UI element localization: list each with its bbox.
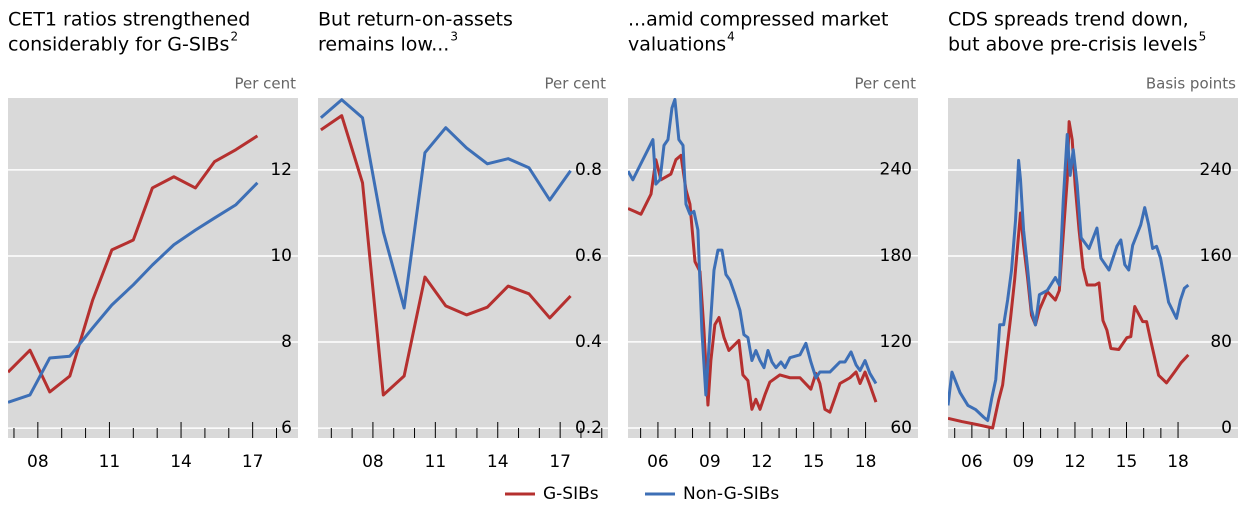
panel: CDS spreads trend down, but above pre-cri… [948, 9, 1238, 472]
footnote-marker: 4 [727, 30, 735, 44]
x-tick-label: 08 [362, 452, 384, 472]
y-tick-label: 0 [1221, 418, 1232, 438]
series-line [948, 120, 1190, 430]
y-tick-label: 80 [1210, 332, 1232, 352]
x-tick-label: 17 [242, 452, 264, 472]
y-tick-label: 180 [880, 246, 912, 266]
series-line [948, 133, 1190, 422]
y-tick-label: 0.4 [575, 332, 602, 352]
legend-label: G-SIBs [543, 484, 599, 504]
panel: ...amid compressed market valuations 4 Per … [628, 9, 918, 472]
panel-title: remains low... [318, 34, 449, 56]
footnote-marker: 2 [230, 30, 238, 44]
panel-title: considerably for G-SIBs [8, 34, 229, 56]
x-tick-label: 12 [1064, 452, 1086, 472]
y-tick-label: 240 [880, 160, 912, 180]
panel: CET1 ratios strengthened considerably for… [8, 9, 298, 472]
series-line [628, 153, 878, 414]
footnote-marker: 5 [1199, 30, 1207, 44]
x-tick-label: 17 [549, 452, 571, 472]
y-tick-label: 6 [281, 418, 292, 438]
panel-title: valuations [628, 34, 726, 56]
panel: But return-on-assets remains low... 3 Per c… [318, 9, 608, 472]
plot-area [948, 98, 1238, 438]
x-tick-label: 11 [99, 452, 121, 472]
x-tick-label: 15 [803, 452, 825, 472]
y-tick-label: 240 [1200, 160, 1232, 180]
y-tick-label: 0.8 [575, 160, 602, 180]
x-tick-label: 09 [699, 452, 721, 472]
y-unit: Per cent [544, 75, 606, 93]
panel-title: CET1 ratios strengthened [8, 9, 250, 31]
panel-title: But return-on-assets [318, 9, 513, 31]
x-tick-label: 14 [487, 452, 509, 472]
y-unit: Basis points [1146, 75, 1236, 93]
x-tick-label: 15 [1116, 452, 1138, 472]
series-line [320, 114, 572, 397]
y-tick-label: 8 [281, 332, 292, 352]
x-tick-label: 14 [170, 452, 192, 472]
panel-title: CDS spreads trend down, [948, 9, 1189, 31]
legend-label: Non-G-SIBs [683, 484, 779, 504]
plot-area [318, 98, 608, 438]
series-line [8, 181, 259, 404]
x-tick-label: 08 [27, 452, 49, 472]
x-tick-label: 09 [1013, 452, 1035, 472]
x-tick-label: 12 [751, 452, 773, 472]
legend: G-SIBs Non-G-SIBs [505, 484, 779, 504]
x-tick-label: 18 [855, 452, 877, 472]
y-tick-label: 120 [880, 332, 912, 352]
y-unit: Per cent [234, 75, 296, 93]
x-tick-label: 18 [1167, 452, 1189, 472]
y-tick-label: 60 [890, 418, 912, 438]
plot-area [628, 98, 918, 438]
y-unit: Per cent [854, 75, 916, 93]
x-tick-label: 06 [647, 452, 669, 472]
series-line [628, 98, 878, 397]
series-line [8, 134, 259, 394]
panel-title: ...amid compressed market [628, 9, 888, 31]
x-tick-label: 06 [961, 452, 983, 472]
y-tick-label: 10 [270, 246, 292, 266]
x-tick-label: 11 [425, 452, 447, 472]
y-tick-label: 0.2 [575, 418, 602, 438]
panel-title: but above pre-crisis levels [948, 34, 1198, 56]
y-tick-label: 0.6 [575, 246, 602, 266]
y-tick-label: 160 [1200, 246, 1232, 266]
plot-area [8, 98, 298, 438]
y-tick-label: 12 [270, 160, 292, 180]
footnote-marker: 3 [450, 30, 458, 44]
series-line [319, 98, 572, 310]
